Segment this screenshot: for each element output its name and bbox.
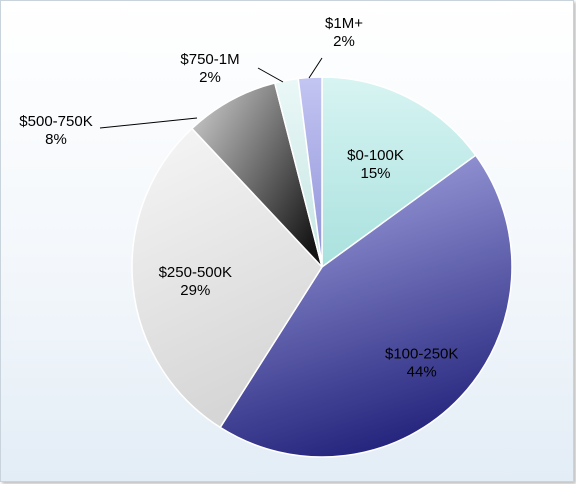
slice-category-label-5: $1M+ [325,15,363,32]
slice-category-label-1: $100-250K [385,346,458,363]
slice-category-label-2: $250-500K [159,264,232,281]
pie-slice-1 [219,154,513,458]
pie-slice-3 [190,82,323,268]
pie-slice-0 [321,76,477,269]
slice-category-label-0: $0-100K [347,147,404,164]
leader-line-5 [308,57,323,79]
slice-value-label-5: 2% [333,33,355,50]
leader-line-4 [257,67,284,83]
leader-line-3 [99,117,198,129]
pie-slice-5 [297,76,323,268]
slice-category-label-3: $500-750K [19,113,92,130]
slice-value-label-3: 8% [45,131,67,148]
slice-value-label-4: 2% [199,69,221,86]
slice-value-label-2: 29% [180,282,210,299]
slice-category-label-4: $750-1M [180,51,239,68]
slice-value-label-1: 44% [407,364,437,381]
slice-value-label-0: 15% [360,165,390,182]
pie-slice-2 [131,127,323,429]
